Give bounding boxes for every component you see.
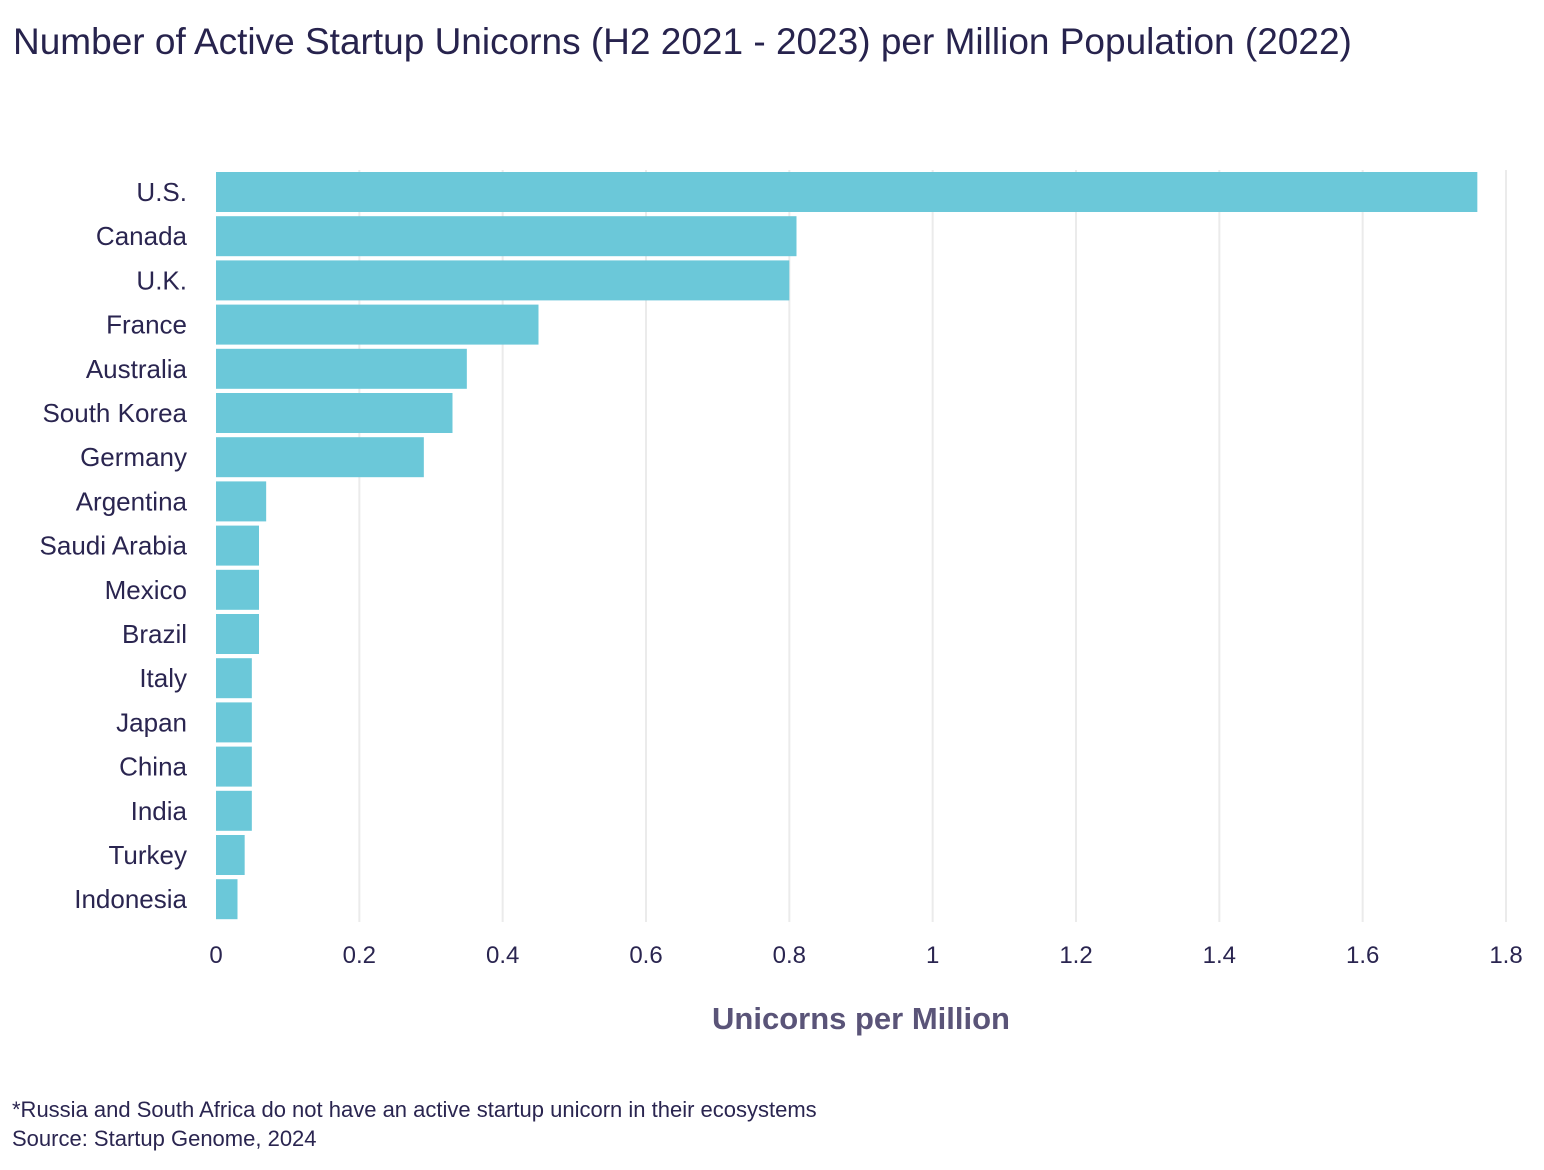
x-tick-label: 0.2 bbox=[343, 942, 376, 969]
bar bbox=[216, 172, 1478, 212]
x-tick-label: 0 bbox=[209, 942, 222, 969]
x-tick-label: 0.8 bbox=[773, 942, 806, 969]
bar bbox=[216, 790, 252, 831]
bar bbox=[216, 569, 259, 610]
footnote-note: *Russia and South Africa do not have an … bbox=[12, 1097, 817, 1122]
chart-title: Number of Active Startup Unicorns (H2 20… bbox=[13, 21, 1352, 62]
x-tick-label: 1.8 bbox=[1489, 942, 1522, 969]
y-category-label: Turkey bbox=[109, 840, 188, 870]
y-category-label: Australia bbox=[86, 354, 188, 384]
bar bbox=[216, 348, 467, 389]
y-category-label: Indonesia bbox=[74, 884, 187, 914]
y-category-label: Canada bbox=[96, 221, 188, 251]
y-category-label: India bbox=[131, 796, 188, 826]
y-category-label: China bbox=[119, 752, 187, 782]
bar bbox=[216, 393, 453, 433]
x-tick-label: 0.4 bbox=[486, 942, 519, 969]
y-category-label: Germany bbox=[80, 442, 187, 472]
bar bbox=[216, 304, 539, 345]
bar bbox=[216, 260, 790, 301]
footnote-source: Source: Startup Genome, 2024 bbox=[12, 1126, 317, 1151]
bar bbox=[216, 614, 259, 654]
bar bbox=[216, 702, 252, 743]
y-category-label: U.S. bbox=[136, 177, 187, 207]
bar bbox=[216, 658, 252, 699]
y-category-label: U.K. bbox=[136, 265, 187, 295]
y-category-label: Saudi Arabia bbox=[40, 531, 188, 561]
x-axis-title: Unicorns per Million bbox=[712, 1001, 1010, 1036]
y-category-label: Brazil bbox=[122, 619, 187, 649]
y-category-label: Argentina bbox=[76, 486, 188, 516]
bar bbox=[216, 746, 252, 787]
bar bbox=[216, 216, 797, 257]
bar bbox=[216, 525, 259, 566]
y-category-label: Mexico bbox=[105, 575, 187, 605]
y-category-label: Japan bbox=[116, 707, 187, 737]
bar bbox=[216, 879, 238, 920]
y-category-label: France bbox=[106, 310, 187, 340]
bar bbox=[216, 437, 424, 478]
x-tick-label: 1.2 bbox=[1059, 942, 1092, 969]
x-tick-label: 1 bbox=[926, 942, 939, 969]
x-tick-label: 0.6 bbox=[629, 942, 662, 969]
bar bbox=[216, 481, 267, 522]
x-tick-label: 1.4 bbox=[1203, 942, 1236, 969]
x-axis-tick-labels: 0 0.2 0.4 0.6 0.8 1 1.2 1.4 1.6 1.8 bbox=[209, 942, 1522, 969]
bar bbox=[216, 835, 245, 875]
y-axis-labels: U.S. Canada U.K. France Australia South Korea… bbox=[40, 177, 188, 914]
x-tick-label: 1.6 bbox=[1346, 942, 1379, 969]
y-category-label: South Korea bbox=[42, 398, 187, 428]
bars bbox=[216, 172, 1478, 920]
y-category-label: Italy bbox=[139, 663, 187, 693]
